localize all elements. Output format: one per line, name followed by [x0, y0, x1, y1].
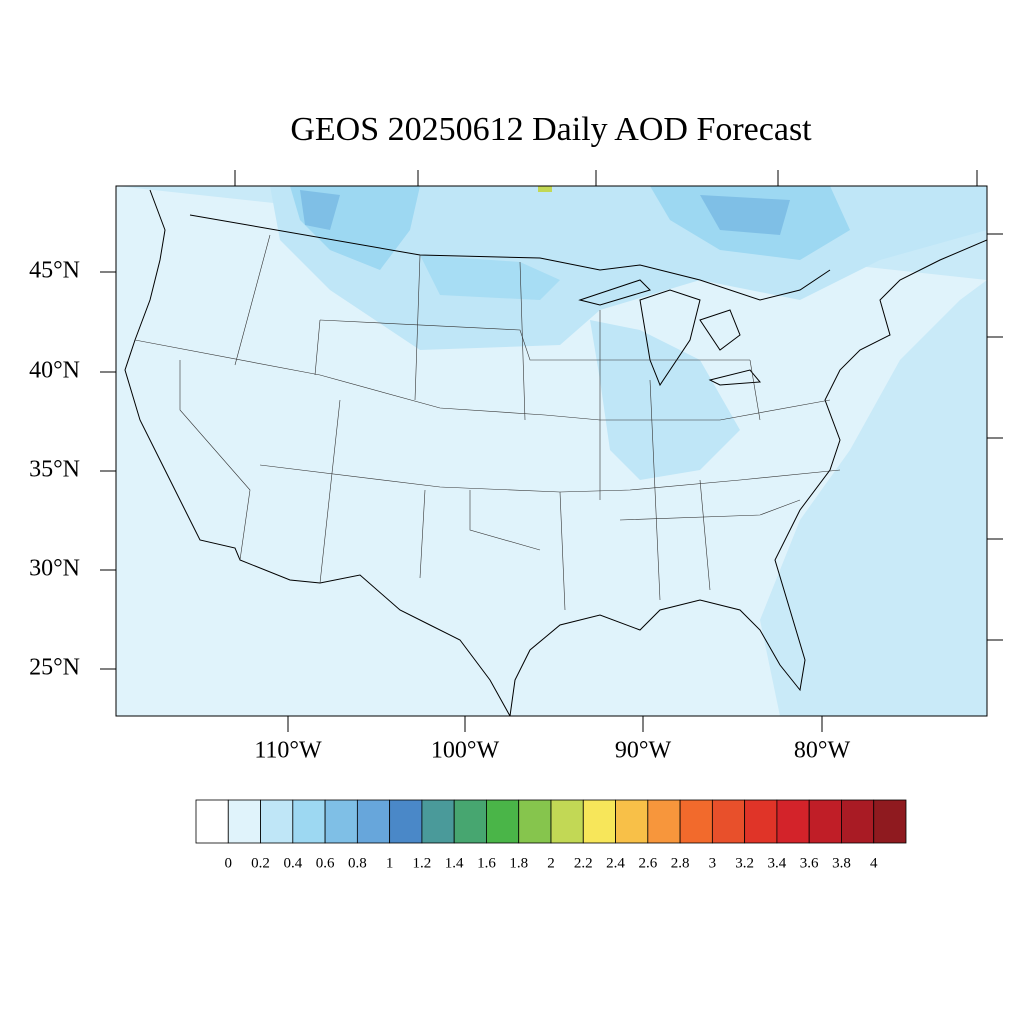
- colorbar-label: 2.4: [606, 855, 625, 871]
- colorbar-box: [453, 799, 487, 844]
- lon-label: 80°W: [794, 738, 851, 764]
- map-frame: [115, 185, 988, 717]
- colorbar-label: 3.4: [768, 855, 787, 871]
- colorbar-label: 2.8: [671, 855, 690, 871]
- state-borders: [134, 234, 841, 611]
- colorbar-box: [486, 799, 520, 844]
- colorbar-box: [679, 799, 713, 844]
- map-area: [116, 186, 987, 716]
- lat-label: 25°N: [29, 655, 80, 681]
- colorbar-label: 1.4: [445, 855, 464, 871]
- colorbar-box: [195, 799, 229, 844]
- colorbar-label: 0.8: [348, 855, 367, 871]
- lon-label: 90°W: [615, 738, 672, 764]
- colorbar-box: [873, 799, 907, 844]
- colorbar-label: 3.6: [800, 855, 819, 871]
- colorbar-box: [841, 799, 875, 844]
- colorbar-label: 1.8: [509, 855, 528, 871]
- coastline: [124, 189, 987, 716]
- colorbar-box: [356, 799, 391, 844]
- colorbar-box: [615, 799, 649, 844]
- colorbar-label: 0.2: [251, 855, 270, 871]
- map-title: GEOS 20250612 Daily AOD Forecast: [290, 111, 812, 148]
- colorbar-box: [647, 799, 681, 844]
- colorbar-box: [808, 799, 842, 844]
- colorbar-box: [776, 799, 810, 844]
- colorbar-label: 3: [709, 855, 717, 871]
- colorbar-box: [260, 799, 294, 844]
- great-lakes: [578, 279, 762, 387]
- colorbar-box: [324, 799, 358, 844]
- colorbar-box: [550, 799, 584, 844]
- colorbar-label: 3.8: [832, 855, 851, 871]
- aod-region: [300, 190, 790, 235]
- colorbar-label: 1: [386, 855, 394, 871]
- graticule-ticks: [100, 170, 1003, 732]
- colorbar-label: 2: [547, 855, 555, 871]
- colorbar-box: [744, 799, 778, 844]
- colorbar-label: 1.6: [477, 855, 496, 871]
- colorbar-box: [292, 799, 326, 844]
- aod-region: [538, 186, 552, 192]
- lon-label: 100°W: [431, 738, 500, 764]
- colorbar-box: [421, 799, 455, 844]
- colorbar-label: 2.2: [574, 855, 593, 871]
- colorbar-box: [711, 799, 746, 844]
- colorbar-box: [518, 799, 552, 844]
- lat-label: 35°N: [29, 457, 80, 483]
- aod-region: [420, 255, 560, 300]
- colorbar-label: 0.6: [316, 855, 335, 871]
- colorbar: 0 0.2 0.4 0.6 0.8 1 1.2 1.4 1.6 1.8 2 2.2 2.4 2.6 2.8 3…: [195, 799, 907, 871]
- colorbar-label: 0.4: [283, 855, 302, 871]
- colorbar-label: 3.2: [735, 855, 754, 871]
- colorbar-label: 1.2: [413, 855, 432, 871]
- colorbar-label: 4: [870, 855, 878, 871]
- colorbar-label: 2.6: [638, 855, 657, 871]
- lat-label: 40°N: [29, 358, 80, 384]
- lat-label: 45°N: [29, 258, 80, 284]
- colorbar-box: [389, 799, 423, 844]
- border: [189, 214, 831, 301]
- colorbar-box: [582, 799, 616, 844]
- colorbar-label: 0: [225, 855, 233, 871]
- lon-label: 110°W: [254, 738, 322, 764]
- colorbar-box: [227, 799, 261, 844]
- lat-label: 30°N: [29, 556, 80, 582]
